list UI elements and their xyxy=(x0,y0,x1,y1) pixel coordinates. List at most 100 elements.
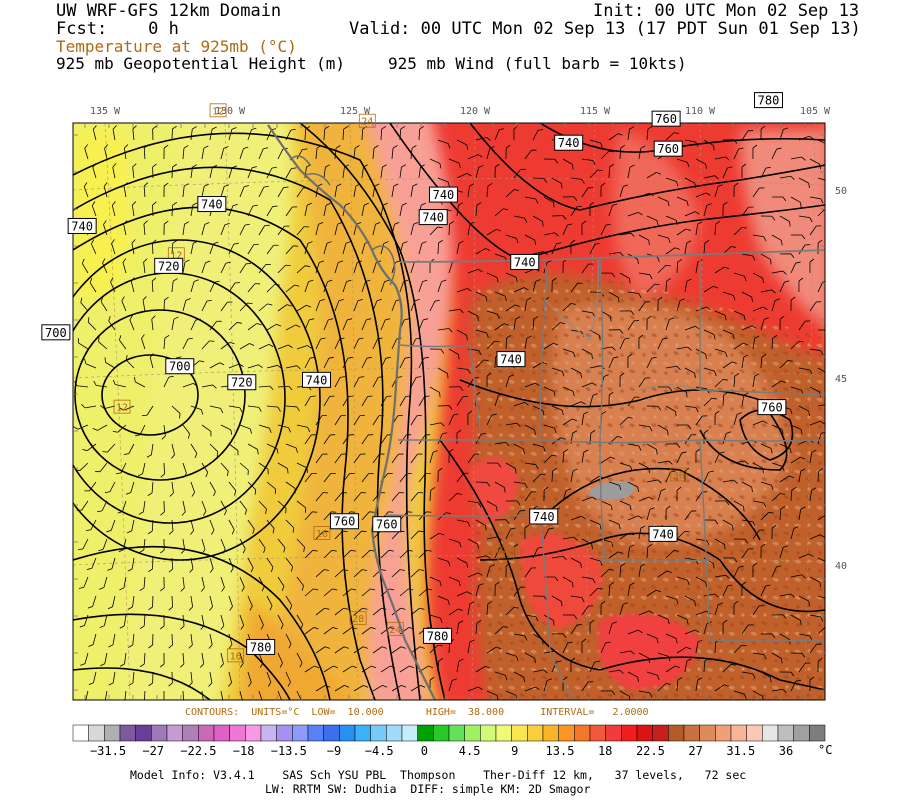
colorbar-unit: °C xyxy=(818,743,833,757)
colorbar-cell xyxy=(354,724,371,742)
svg-text:740: 740 xyxy=(71,219,93,233)
colorbar-cell xyxy=(574,724,591,742)
height-label: 780 xyxy=(423,627,453,644)
colorbar-cell xyxy=(72,724,89,742)
svg-text:720: 720 xyxy=(158,259,180,273)
colorbar-cell xyxy=(276,724,293,742)
colorbar-cell xyxy=(730,724,747,742)
colorbar-label: 31.5 xyxy=(726,744,756,758)
colorbar-cell xyxy=(213,724,230,742)
temperature-label: 36 xyxy=(497,546,515,561)
svg-text:760: 760 xyxy=(761,401,783,415)
height-label: 740 xyxy=(554,134,584,151)
colorbar-cell xyxy=(401,724,418,742)
valid-time: Valid: 00 UTC Mon 02 Sep 13 (17 PDT Sun … xyxy=(349,19,861,39)
svg-text:740: 740 xyxy=(652,527,674,541)
colorbar-cell xyxy=(636,724,653,742)
colorbar-cell xyxy=(119,724,136,742)
temperature-label: 28 xyxy=(349,611,367,625)
colorbar-cell xyxy=(229,724,246,742)
axis-ticks xyxy=(73,123,825,700)
colorbar-cell xyxy=(589,724,606,742)
colorbar-cell xyxy=(104,724,121,742)
temperature-field-title: Temperature at 925mb (°C) xyxy=(56,37,297,56)
colorbar-label: 36 xyxy=(778,744,794,758)
svg-text:740: 740 xyxy=(306,373,328,387)
colorbar-label: 4.5 xyxy=(458,744,481,758)
temperature-label: 12 xyxy=(113,399,131,414)
height-label: 740 xyxy=(496,351,526,368)
svg-text:16: 16 xyxy=(230,651,242,662)
colorbar-cell xyxy=(370,724,387,742)
colorbar-cell xyxy=(151,724,168,742)
temperature-label: 16 xyxy=(227,648,245,662)
svg-text:780: 780 xyxy=(250,640,272,654)
colorbar-cell xyxy=(527,724,544,742)
svg-text:760: 760 xyxy=(657,142,679,156)
height-label: 740 xyxy=(648,525,678,542)
height-label: 740 xyxy=(418,209,448,226)
svg-text:740: 740 xyxy=(514,255,536,269)
height-label: 760 xyxy=(757,399,787,416)
svg-text:12: 12 xyxy=(116,403,128,414)
wind-barbs xyxy=(73,125,825,700)
colorbar-cell xyxy=(621,724,638,742)
longitude-label: 125 W xyxy=(340,106,371,117)
colorbar-label: −18 xyxy=(232,744,255,758)
colorbar-cell xyxy=(480,724,497,742)
svg-text:760: 760 xyxy=(655,112,677,126)
colorbar-cell xyxy=(699,724,716,742)
colorbar-cell xyxy=(715,724,732,742)
latitude-label: 45 xyxy=(835,374,847,385)
height-field-title: 925 mb Geopotential Height (m) xyxy=(56,54,345,73)
svg-text:24: 24 xyxy=(361,117,373,128)
colorbar-label: −4.5 xyxy=(364,744,394,758)
colorbar-cell xyxy=(793,724,810,742)
svg-text:780: 780 xyxy=(758,94,780,108)
longitude-label: 120 W xyxy=(460,106,491,117)
height-label: 720 xyxy=(154,257,184,274)
colorbar-cell xyxy=(198,724,215,742)
colorbar-cell xyxy=(307,724,324,742)
height-label: 740 xyxy=(510,253,540,270)
latitude-labels: 50 45 40 xyxy=(835,186,847,572)
model-title: UW WRF-GFS 12km Domain xyxy=(56,1,282,21)
temperature-label: 24 xyxy=(386,621,404,636)
init-time: Init: 00 UTC Mon 02 Sep 13 xyxy=(593,1,860,21)
colorbar-cell xyxy=(260,724,277,742)
colorbar-cell xyxy=(495,724,512,742)
height-label: 780 xyxy=(754,92,783,109)
svg-text:700: 700 xyxy=(45,326,67,340)
colorbar-label: 9 xyxy=(511,744,519,758)
svg-text:24: 24 xyxy=(389,625,401,636)
colorbar-label: −13.5 xyxy=(270,744,307,758)
colorbar-cell xyxy=(135,724,152,742)
longitude-label: 115 W xyxy=(580,106,611,117)
colorbar-cell xyxy=(464,724,481,742)
svg-text:740: 740 xyxy=(500,353,522,367)
svg-text:740: 740 xyxy=(422,211,444,225)
svg-text:12: 12 xyxy=(212,106,224,117)
colorbar-cell xyxy=(323,724,340,742)
temperature-shading xyxy=(73,123,825,700)
colorbar-cell xyxy=(558,724,575,742)
height-label: 740 xyxy=(302,371,331,388)
colorbar-cell xyxy=(762,724,779,742)
colorbar-cell xyxy=(433,724,450,742)
height-label: 740 xyxy=(197,196,227,213)
height-label: 700 xyxy=(165,358,195,375)
colorbar-cell xyxy=(809,724,826,742)
colorbar-cell xyxy=(448,724,465,742)
height-label: 760 xyxy=(653,140,683,157)
colorbar-cell xyxy=(386,724,403,742)
colorbar-label: −9 xyxy=(326,744,342,758)
colorbar-label: 18 xyxy=(597,744,613,758)
colorbar-cell xyxy=(652,724,669,742)
colorbar-cell xyxy=(542,724,559,742)
height-label: 760 xyxy=(329,513,359,530)
height-label: 760 xyxy=(372,516,402,533)
height-label: 740 xyxy=(428,186,458,203)
svg-text:780: 780 xyxy=(427,629,449,643)
model-info-line-2: LW: RRTM SW: Dudhia DIFF: simple KM: 2D … xyxy=(265,782,591,796)
